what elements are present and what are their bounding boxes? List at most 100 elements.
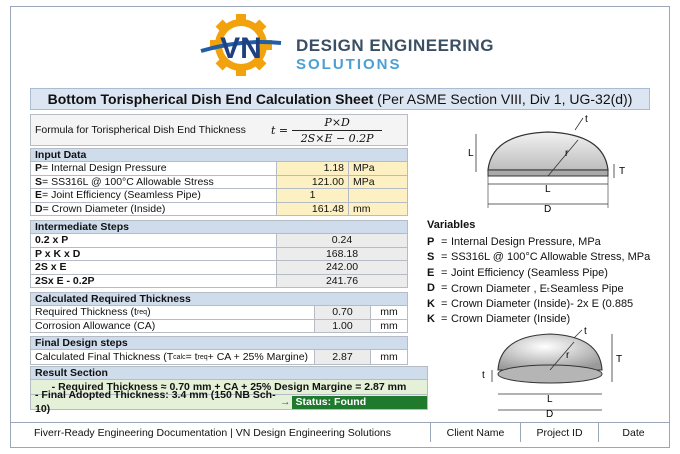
calc-value: 0.70 [315, 306, 371, 319]
footer-credit: Fiverr-Ready Engineering Documentation |… [10, 423, 431, 442]
footer-client-name: Client Name [431, 423, 521, 442]
final-label-b: = t [185, 351, 198, 363]
final-sub-calc: calc [173, 353, 186, 361]
step-row: 2S x E 242.00 [30, 261, 408, 275]
variables-heading: Variables [427, 219, 476, 231]
variables-list: Variables P = Internal Design Pressure, MP… [427, 219, 650, 327]
calc-unit: mm [380, 306, 398, 319]
final-design-table: Final Design steps Calculated Final Thic… [30, 336, 408, 365]
footer-project-id: Project ID [521, 423, 599, 442]
title-main: Bottom Torispherical Dish End Calculatio… [47, 91, 374, 107]
step-label: 2Sx E - 0.2P [31, 274, 277, 287]
variable-key: P [427, 235, 435, 248]
variable-row: K = Crown Diameter (Inside)- 2x E (0.885 [427, 297, 634, 310]
input-key: D [35, 202, 43, 215]
formula-lhs: t = [271, 123, 289, 137]
brand-tagline: SOLUTIONS [296, 56, 402, 73]
thickness-formula: t = P×D 2S×E − 0.2P [271, 115, 383, 145]
input-desc: = SS316L @ 100°C Allowable Stress [42, 175, 214, 188]
arrow-right-icon: → [280, 396, 291, 408]
variable-desc: Crown Diameter (Inside) [451, 313, 571, 326]
input-value[interactable]: 1 [277, 189, 349, 202]
calc-label-end: ) [147, 306, 151, 319]
calc-value: 1.00 [315, 319, 371, 332]
variable-desc: Joint Efficiency (Seamless Pipe) [451, 266, 608, 279]
calc-label: Required Thickness (t [35, 306, 137, 319]
step-label: P x K x D [31, 247, 277, 260]
intermediate-steps-table: Intermediate Steps 0.2 x P 0.24 P x K x … [30, 220, 408, 288]
variable-desc: Crown Diameter (Inside)- 2x E (0.885 [451, 297, 634, 310]
label-t-left: t [482, 370, 485, 381]
input-value[interactable]: 121.00 [277, 175, 349, 188]
formula-denominator: 2S×E − 0.2P [300, 131, 374, 145]
calc-row: Corrosion Allowance (CA) 1.00 mm [30, 319, 408, 333]
input-unit [349, 189, 407, 202]
label-D: D [546, 409, 553, 418]
status-badge: Status: Found Satisfactory [291, 395, 427, 421]
final-unit: mm [380, 351, 398, 363]
step-row: 2Sx E - 0.2P 241.76 [30, 274, 408, 288]
variable-key: E [427, 266, 435, 279]
input-desc: = Internal Design Pressure [42, 162, 167, 175]
label-L-side: L [468, 148, 474, 159]
input-value[interactable]: 161.48 [277, 202, 349, 215]
required-thickness-table: Calculated Required Thickness Required T… [30, 292, 408, 333]
input-row: E = Joint Efficiency (Seamless Pipe) 1 [30, 189, 408, 203]
dish-rim [497, 364, 603, 384]
label-r: r [566, 350, 570, 361]
calc-unit: mm [380, 319, 398, 332]
label-r: r [565, 148, 569, 159]
variable-row: K = Crown Diameter (Inside) [427, 313, 571, 326]
sheet-title: Bottom Torispherical Dish End Calculatio… [30, 88, 650, 110]
step-value: 0.24 [277, 234, 407, 247]
input-row: S = SS316L @ 100°C Allowable Stress 121.… [30, 175, 408, 189]
fraction-bar [292, 129, 383, 131]
variable-row: E = Joint Efficiency (Seamless Pipe) [427, 266, 608, 279]
variable-desc: Crown Diameter , EₜSeamless Pipe [451, 282, 624, 295]
input-unit: mm [349, 202, 407, 215]
input-unit: MPa [349, 162, 407, 175]
label-D: D [544, 204, 551, 214]
final-label-c: + CA + 25% Margine) [207, 351, 309, 363]
step-row: 0.2 x P 0.24 [30, 234, 408, 248]
label-L-bottom: L [545, 184, 551, 195]
label-t-top: t [584, 326, 587, 337]
straight-flange [487, 169, 609, 177]
radius-line [547, 139, 579, 177]
label-L: L [547, 394, 553, 405]
label-T: T [619, 166, 625, 177]
dish-shell [487, 131, 609, 171]
title-standard: (Per ASME Section VIII, Div 1, UG-32(d)) [373, 91, 633, 107]
result-final-thickness: - Final Adopted Thickness: 3.4 mm (150 N… [30, 389, 428, 421]
final-sub-req: req [197, 353, 208, 361]
input-row: D = Crown Diameter (Inside) 161.48 mm [30, 202, 408, 216]
result-final-text: - Final Adopted Thickness: 3.4 mm (150 N… [35, 389, 276, 415]
input-data-heading: Input Data [35, 149, 87, 161]
variable-row: D = Crown Diameter , EₜSeamless Pipe [427, 282, 624, 295]
formula-label: Formula for Torispherical Dish End Thick… [35, 124, 246, 136]
calc-heading: Calculated Required Thickness [35, 293, 191, 305]
radius-line [549, 341, 575, 371]
label-t: t [585, 114, 588, 125]
input-value[interactable]: 1.18 [277, 162, 349, 175]
variable-key: K [427, 297, 435, 310]
variable-desc: SS316L @ 100°C Allowable Stress, MPa [451, 251, 651, 264]
input-key: S [35, 175, 43, 188]
step-value: 241.76 [277, 274, 407, 287]
variable-key: K [427, 313, 435, 326]
brand-name: DESIGN ENGINEERING [296, 36, 494, 55]
formula-row: Formula for Torispherical Dish End Thick… [30, 114, 408, 146]
torispherical-head-side-view: t L r T L D [468, 114, 625, 214]
leader-t [573, 329, 583, 339]
input-unit: MPa [349, 175, 407, 188]
leader-t [574, 117, 584, 131]
step-value: 168.18 [277, 247, 407, 260]
result-heading: Result Section [30, 366, 428, 380]
result-required-thickness: - Required Thickness ≈ 0.70 mm + CA + 25… [30, 380, 428, 395]
logo-mark: VN [220, 32, 262, 65]
dish-dome [497, 333, 603, 371]
variable-key: S [427, 251, 435, 264]
input-key: P [35, 162, 43, 175]
formula-numerator: P×D [324, 115, 350, 129]
step-label: 0.2 x P [31, 234, 277, 247]
